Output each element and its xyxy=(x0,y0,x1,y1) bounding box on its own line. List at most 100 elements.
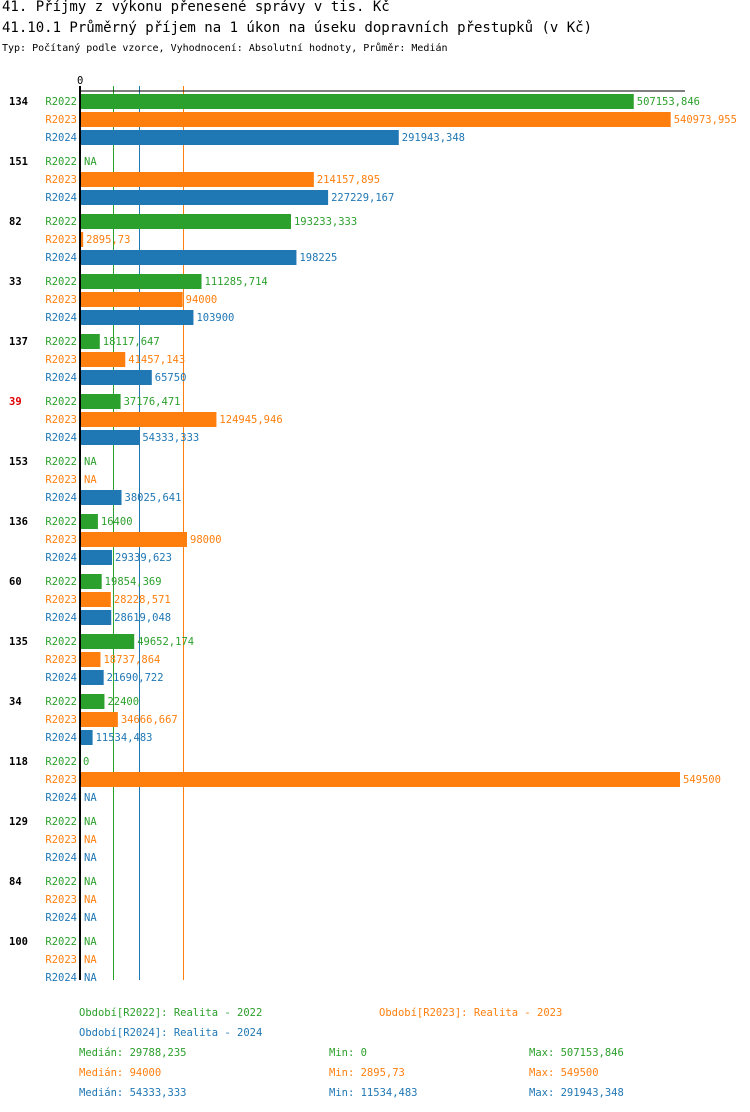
series-label: R2024 xyxy=(45,192,77,204)
bar-chart: 0 134 R2022 507153,846 R2023 540973,955 R2024 2… xyxy=(9,75,737,984)
value-label: 214157,895 xyxy=(317,174,380,186)
category-label: 134 xyxy=(9,96,28,108)
category-label: 137 xyxy=(9,336,28,348)
bar-151-R2024 xyxy=(80,190,329,205)
value-label: NA xyxy=(84,912,97,924)
bar-134-R2023 xyxy=(80,112,671,127)
value-label: 41457,143 xyxy=(128,354,185,366)
series-label: R2023 xyxy=(45,534,77,546)
max-r2023: Max: 549500 xyxy=(529,1067,599,1079)
series-label: R2022 xyxy=(45,576,77,588)
series-label: R2022 xyxy=(45,96,77,108)
series-label: R2022 xyxy=(45,216,77,228)
value-label: NA xyxy=(84,936,97,948)
category-label: 100 xyxy=(9,936,28,948)
value-label: NA xyxy=(84,876,97,888)
bar-82-R2024 xyxy=(80,250,297,265)
series-label: R2022 xyxy=(45,876,77,888)
value-label: 193233,333 xyxy=(294,216,357,228)
bar-136-R2024 xyxy=(80,550,113,565)
value-label: 38025,641 xyxy=(125,492,182,504)
category-label: 82 xyxy=(9,216,22,228)
series-label: R2023 xyxy=(45,174,77,186)
bar-135-R2023 xyxy=(80,652,101,667)
value-label: 19854,369 xyxy=(105,576,162,588)
category-label: 135 xyxy=(9,636,28,648)
value-label: 124945,946 xyxy=(219,414,282,426)
value-label: 111285,714 xyxy=(205,276,268,288)
value-label: 18737,864 xyxy=(103,654,160,666)
value-label: NA xyxy=(84,834,97,846)
value-label: 49652,174 xyxy=(137,636,194,648)
category-label: 136 xyxy=(9,516,28,528)
bar-137-R2024 xyxy=(80,370,152,385)
value-label: 98000 xyxy=(190,534,222,546)
value-label: 2895,73 xyxy=(86,234,130,246)
median-r2022: Medián: 29788,235 xyxy=(79,1047,187,1059)
value-label: NA xyxy=(84,972,97,984)
min-r2022: Min: 0 xyxy=(329,1047,367,1059)
bar-39-R2024 xyxy=(80,430,140,445)
bar-60-R2023 xyxy=(80,592,111,607)
value-label: 94000 xyxy=(186,294,218,306)
value-label: 507153,846 xyxy=(637,96,700,108)
bar-137-R2022 xyxy=(80,334,100,349)
category-label: 33 xyxy=(9,276,22,288)
value-label: 22400 xyxy=(107,696,139,708)
max-r2022: Max: 507153,846 xyxy=(529,1047,624,1059)
series-label: R2023 xyxy=(45,294,77,306)
series-label: R2024 xyxy=(45,252,77,264)
value-label: NA xyxy=(84,816,97,828)
category-label: 118 xyxy=(9,756,28,768)
value-label: 65750 xyxy=(155,372,187,384)
series-label: R2023 xyxy=(45,234,77,246)
category-label: 151 xyxy=(9,156,28,168)
bar-60-R2024 xyxy=(80,610,112,625)
series-label: R2024 xyxy=(45,672,77,684)
value-label: NA xyxy=(84,474,97,486)
series-label: R2024 xyxy=(45,492,77,504)
bar-82-R2022 xyxy=(80,214,291,229)
bar-137-R2023 xyxy=(80,352,126,367)
min-r2024: Min: 11534,483 xyxy=(329,1087,418,1099)
bar-118-R2023 xyxy=(80,772,680,787)
median-r2023: Medián: 94000 xyxy=(79,1067,162,1079)
bar-34-R2022 xyxy=(80,694,105,709)
series-label: R2023 xyxy=(45,834,77,846)
value-label: 549500 xyxy=(683,774,721,786)
value-label: 540973,955 xyxy=(674,114,737,126)
value-label: 103900 xyxy=(196,312,234,324)
min-r2023: Min: 2895,73 xyxy=(329,1067,405,1079)
value-label: 28228,571 xyxy=(114,594,171,606)
value-label: NA xyxy=(84,954,97,966)
bar-34-R2024 xyxy=(80,730,93,745)
series-label: R2023 xyxy=(45,354,77,366)
bar-33-R2023 xyxy=(80,292,183,307)
value-label: 11534,483 xyxy=(96,732,153,744)
value-label: NA xyxy=(84,156,97,168)
value-label: 54333,333 xyxy=(142,432,199,444)
bar-82-R2023 xyxy=(80,232,84,247)
bar-134-R2022 xyxy=(80,94,634,109)
bar-136-R2022 xyxy=(80,514,98,529)
series-label: R2024 xyxy=(45,372,77,384)
value-label: 34666,667 xyxy=(121,714,178,726)
series-label: R2022 xyxy=(45,936,77,948)
series-label: R2024 xyxy=(45,732,77,744)
series-label: R2023 xyxy=(45,714,77,726)
value-label: 29339,623 xyxy=(115,552,172,564)
series-label: R2022 xyxy=(45,156,77,168)
value-label: NA xyxy=(84,792,97,804)
category-label: 39 xyxy=(9,396,22,408)
series-label: R2024 xyxy=(45,852,77,864)
bar-151-R2023 xyxy=(80,172,314,187)
x-tick-label: 0 xyxy=(77,75,83,87)
series-label: R2024 xyxy=(45,612,77,624)
legend-r2022: Období[R2022]: Realita - 2022 xyxy=(79,1007,263,1019)
value-label: 16400 xyxy=(101,516,133,528)
value-label: 291943,348 xyxy=(402,132,465,144)
median-r2024: Medián: 54333,333 xyxy=(79,1087,187,1099)
value-label: NA xyxy=(84,894,97,906)
category-label: 34 xyxy=(9,696,22,708)
series-label: R2024 xyxy=(45,912,77,924)
